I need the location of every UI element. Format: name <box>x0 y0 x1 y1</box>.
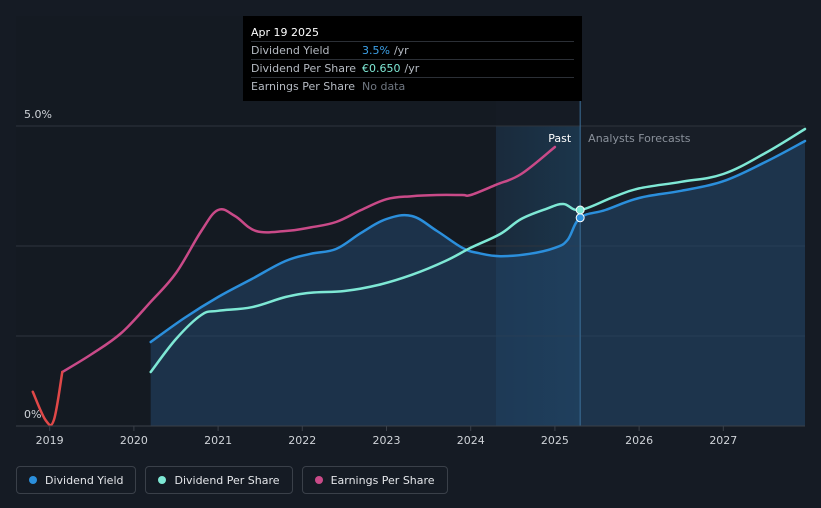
chart-highlight-points <box>575 205 585 223</box>
dividend-yield-area <box>150 141 805 426</box>
y-tick-label: 5.0% <box>24 108 52 121</box>
tooltip-value: 3.5% <box>362 44 390 57</box>
chart-areas <box>150 141 805 426</box>
tooltip-value: No data <box>362 80 406 93</box>
tooltip-suffix: /yr <box>393 44 409 57</box>
highlight-point <box>575 205 585 215</box>
x-tick-label: 2023 <box>373 434 401 447</box>
dividend-yield-line <box>149 139 807 344</box>
chart-legend: Dividend Yield Dividend Per Share Earnin… <box>16 466 448 494</box>
x-tick-label: 2019 <box>36 434 64 447</box>
legend-item-dividend-per-share[interactable]: Dividend Per Share <box>145 466 293 494</box>
x-tick-label: 2020 <box>120 434 148 447</box>
tooltip-row-dividend-yield: Dividend Yield 3.5% /yr <box>251 41 574 59</box>
legend-label: Earnings Per Share <box>330 473 435 487</box>
x-tick-label: 2022 <box>288 434 316 447</box>
y-tick-label: 0% <box>24 408 41 421</box>
tooltip-value: €0.650 <box>362 62 401 75</box>
x-tick-label: 2027 <box>709 434 737 447</box>
highlight-point <box>575 213 585 223</box>
tooltip-label: Dividend Per Share <box>251 62 357 75</box>
tooltip-row-dividend-per-share: Dividend Per Share €0.650 /yr <box>251 59 574 77</box>
dividend-per-share-line <box>149 127 807 374</box>
tooltip-suffix: /yr <box>404 62 420 75</box>
legend-label: Dividend Per Share <box>174 473 280 487</box>
legend-item-earnings-per-share[interactable]: Earnings Per Share <box>301 466 448 494</box>
legend-dot-icon <box>29 476 37 484</box>
legend-label: Dividend Yield <box>45 473 124 487</box>
legend-dot-icon <box>158 476 167 484</box>
chart-labels: 2019 2020 2021 2022 2023 2024 2025 2026 2027 5.0%… <box>24 108 737 447</box>
tooltip-label: Dividend Yield <box>251 44 330 57</box>
x-tick-label: 2025 <box>541 434 569 447</box>
chart-lines <box>31 127 807 427</box>
tooltip-row-earnings-per-share: Earnings Per Share No data <box>251 77 574 95</box>
earnings-per-share-line <box>61 145 557 374</box>
forecast-label: Analysts Forecasts <box>588 132 691 145</box>
x-tick-label: 2026 <box>625 434 653 447</box>
x-tick-label: 2021 <box>204 434 232 447</box>
legend-item-dividend-yield[interactable]: Dividend Yield <box>16 466 137 494</box>
x-tick-label: 2024 <box>457 434 485 447</box>
hover-tooltip: Apr 19 2025 Dividend Yield 3.5% /yr Divi… <box>243 16 582 101</box>
tooltip-date: Apr 19 2025 <box>251 26 320 39</box>
tooltip-label: Earnings Per Share <box>251 80 356 93</box>
past-label: Past <box>548 132 572 145</box>
earnings-per-share-negative-stretch-line <box>31 370 64 427</box>
legend-dot-icon <box>314 476 323 484</box>
